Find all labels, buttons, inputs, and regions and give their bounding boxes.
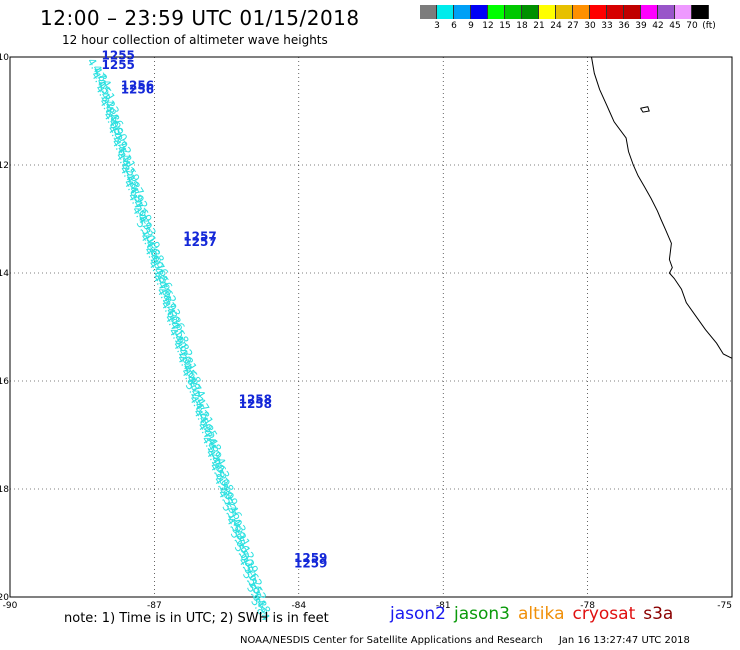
scale-swatch	[471, 5, 488, 19]
wave-height-map: -10-12-14-16-18-20-90-87-84-81-78-754.47…	[0, 49, 733, 620]
scale-label: 30	[584, 21, 596, 31]
lon-tick-label: -75	[717, 601, 732, 611]
island-outline	[640, 106, 650, 113]
scale-label: 12	[482, 21, 494, 31]
lon-tick-label: -81	[436, 601, 451, 611]
lon-tick-label: -87	[147, 601, 162, 611]
scale-label: 18	[516, 21, 528, 31]
pass-number-label: 1257	[183, 230, 216, 244]
generation-timestamp: Jan 16 13:27:47 UTC 2018	[558, 635, 690, 646]
lat-tick-label: -12	[0, 161, 9, 171]
scale-label: 6	[451, 21, 457, 31]
scale-label: 42	[652, 21, 664, 31]
satellite-legend: jason2 jason3 altika cryosat s3a	[390, 604, 681, 624]
scale-swatch	[539, 5, 556, 19]
satellite-s3a: s3a	[643, 604, 674, 624]
pass-number-label: 1256	[121, 83, 154, 97]
color-scale	[420, 5, 709, 19]
scale-swatch	[675, 5, 692, 19]
credit-text: NOAA/NESDIS Center for Satellite Applica…	[240, 635, 543, 646]
scale-label: 39	[635, 21, 647, 31]
lat-tick-label: -16	[0, 377, 9, 387]
scale-label: 27	[567, 21, 579, 31]
scale-label: 3	[434, 21, 440, 31]
scale-label: 45	[669, 21, 681, 31]
lon-tick-label: -84	[291, 601, 306, 611]
scale-swatch	[641, 5, 658, 19]
map-subtitle: 12 hour collection of altimeter wave hei…	[62, 33, 328, 47]
scale-label: 70	[686, 21, 698, 31]
satellite-jason2: jason2	[390, 604, 446, 624]
pass-number-label: 1255	[102, 49, 135, 63]
scale-swatch	[624, 5, 641, 19]
scale-swatch	[420, 5, 437, 19]
scale-swatch	[573, 5, 590, 19]
pass-number-label: 1257	[183, 235, 216, 249]
scale-swatch	[556, 5, 573, 19]
lat-tick-label: -14	[0, 269, 9, 279]
scale-label: 36	[618, 21, 630, 31]
credit-line: NOAA/NESDIS Center for Satellite Applica…	[240, 635, 690, 646]
scale-label: 33	[601, 21, 613, 31]
pass-number-label: 1258	[239, 397, 272, 411]
scale-label: (ft)	[702, 21, 716, 31]
lon-tick-label: -78	[580, 601, 595, 611]
footnote: note: 1) Time is in UTC; 2) SWH is in fe…	[64, 611, 329, 626]
scale-swatch	[488, 5, 505, 19]
scale-swatch	[522, 5, 539, 19]
lat-tick-label: -20	[0, 593, 9, 603]
lat-tick-label: -10	[0, 53, 9, 63]
scale-label: 24	[550, 21, 562, 31]
satellite-altika: altika	[518, 604, 565, 624]
pass-number-label: 1259	[294, 556, 327, 570]
scale-swatch	[658, 5, 675, 19]
satellite-jason3: jason3	[454, 604, 510, 624]
scale-swatch	[607, 5, 624, 19]
scale-label: 15	[499, 21, 511, 31]
pass-number-label: 1255	[102, 58, 135, 72]
satellite-cryosat: cryosat	[572, 604, 636, 624]
scale-swatch	[454, 5, 471, 19]
coastline	[591, 56, 733, 359]
scale-label: 21	[533, 21, 545, 31]
scale-swatch	[590, 5, 607, 19]
lon-tick-label: -90	[3, 601, 18, 611]
map-title: 12:00 – 23:59 UTC 01/15/2018	[40, 6, 360, 30]
pass-number-label: 1256	[121, 78, 154, 92]
scale-swatch	[437, 5, 454, 19]
pass-number-label: 1258	[239, 393, 272, 407]
lat-tick-label: -18	[0, 485, 9, 495]
scale-swatch	[692, 5, 709, 19]
scale-label: 9	[468, 21, 474, 31]
scale-swatch	[505, 5, 522, 19]
pass-number-label: 1259	[294, 551, 327, 565]
